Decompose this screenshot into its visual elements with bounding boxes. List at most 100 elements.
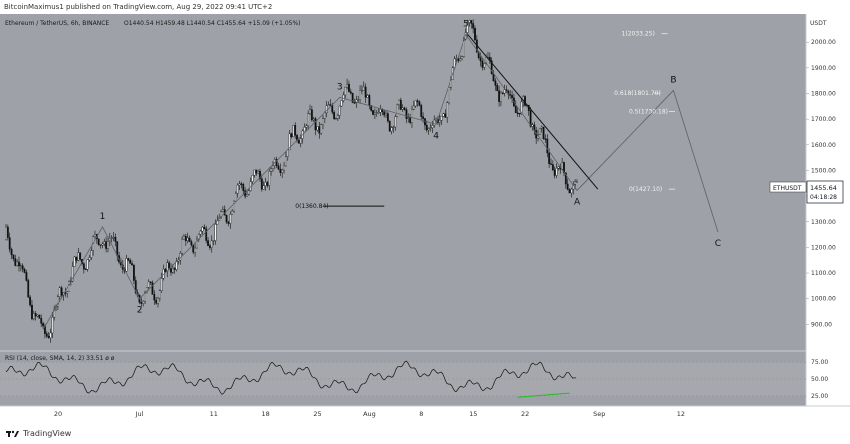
candle-body bbox=[99, 244, 102, 246]
candle-body bbox=[461, 56, 463, 60]
candle-body bbox=[368, 95, 371, 106]
candle-body bbox=[259, 171, 261, 179]
candle-body bbox=[192, 244, 195, 253]
tradingview-logo-icon bbox=[6, 430, 19, 437]
published-header: BitcoinMaximus1 published on TradingView… bbox=[4, 3, 273, 11]
candle-body bbox=[403, 107, 406, 110]
candle-body bbox=[255, 169, 258, 174]
price-tick-label: 1700.00 bbox=[811, 116, 836, 123]
wave-label: 5 bbox=[463, 20, 469, 30]
candle-body bbox=[38, 314, 41, 319]
wave-label: 2 bbox=[137, 306, 143, 316]
candle-body bbox=[351, 92, 354, 103]
candle-body bbox=[529, 110, 532, 127]
candle-body bbox=[346, 83, 348, 88]
candle-body bbox=[23, 268, 26, 273]
candle-body bbox=[290, 133, 293, 138]
candle-body bbox=[194, 247, 196, 253]
candle-body bbox=[51, 317, 54, 334]
date-tick-label: 18 bbox=[261, 410, 269, 418]
candle-body bbox=[212, 240, 215, 242]
candle-body bbox=[520, 101, 523, 115]
candle-body bbox=[29, 296, 31, 306]
candle-body bbox=[407, 117, 410, 119]
candle-body bbox=[494, 80, 497, 86]
date-tick-label: 11 bbox=[210, 410, 218, 418]
candle-body bbox=[188, 237, 191, 242]
candle-body bbox=[399, 99, 402, 110]
candle-body bbox=[153, 294, 156, 301]
candle-body bbox=[373, 112, 376, 115]
candle-body bbox=[285, 156, 287, 167]
candle-body bbox=[158, 290, 161, 299]
candle-body bbox=[221, 209, 224, 212]
price-tick-label: 900.00 bbox=[811, 321, 832, 328]
candle-body bbox=[342, 94, 345, 101]
candle-body bbox=[151, 282, 154, 295]
candle-body bbox=[260, 178, 263, 190]
rsi-band bbox=[0, 362, 806, 396]
candle-body bbox=[82, 263, 85, 270]
candle-body bbox=[279, 168, 282, 173]
candle-body bbox=[303, 127, 306, 132]
candle-body bbox=[361, 90, 363, 92]
candle-body bbox=[500, 92, 502, 102]
candle-body bbox=[448, 87, 450, 103]
candle-body bbox=[307, 113, 310, 126]
candle-body bbox=[416, 100, 419, 103]
candle-body bbox=[36, 314, 39, 317]
symbol-legend: Ethereum / TetherUS, 6h, BINANCE bbox=[5, 20, 109, 27]
price-tick-label: 1800.00 bbox=[811, 91, 836, 98]
candle-body bbox=[247, 190, 250, 195]
candle-body bbox=[231, 210, 234, 215]
candle-body bbox=[405, 109, 408, 119]
candle-body bbox=[422, 116, 424, 119]
candle-body bbox=[385, 113, 387, 116]
candle-body bbox=[435, 118, 437, 121]
candle-body bbox=[349, 91, 352, 94]
candle-body bbox=[425, 124, 428, 131]
candle-body bbox=[184, 235, 187, 242]
date-tick-label: Sep bbox=[593, 410, 605, 418]
candle-body bbox=[424, 118, 426, 126]
candle-body bbox=[242, 184, 245, 191]
candle-body bbox=[199, 230, 202, 235]
candle-body bbox=[207, 240, 209, 246]
candle-body bbox=[314, 118, 317, 131]
candle-body bbox=[398, 99, 400, 106]
candle-body bbox=[125, 258, 128, 272]
candle-body bbox=[551, 164, 554, 171]
candle-body bbox=[553, 169, 556, 176]
candle-body bbox=[353, 102, 356, 104]
candle-body bbox=[131, 263, 133, 266]
candle-body bbox=[88, 257, 91, 260]
candle-body bbox=[344, 86, 347, 96]
candle-body bbox=[209, 245, 211, 248]
date-tick-label: 20 bbox=[54, 410, 62, 418]
candle-body bbox=[171, 267, 174, 273]
candle-body bbox=[511, 95, 513, 99]
date-tick-label: Jul bbox=[135, 410, 144, 418]
last-price-tag: 1455.64 bbox=[810, 184, 837, 192]
candle-body bbox=[329, 104, 332, 106]
candle-body bbox=[377, 112, 380, 114]
candle-body bbox=[114, 236, 117, 242]
rsi-tick-label: 25.00 bbox=[811, 393, 828, 400]
candle-body bbox=[418, 101, 421, 106]
candle-body bbox=[336, 115, 339, 119]
candle-body bbox=[31, 304, 33, 320]
candle-body bbox=[340, 100, 343, 107]
candles-layer bbox=[5, 19, 578, 343]
price-tick-label: 1500.00 bbox=[811, 167, 836, 174]
candle-body bbox=[338, 105, 341, 116]
fib-levels-layer: 1(2033.25) 0.618(1801.70) 0.5(1730.18) 0(14… bbox=[295, 31, 675, 210]
candle-body bbox=[166, 262, 169, 272]
candle-body bbox=[155, 299, 158, 304]
candle-body bbox=[173, 267, 176, 270]
candle-body bbox=[333, 112, 336, 119]
candle-body bbox=[140, 302, 143, 304]
candle-body bbox=[77, 252, 80, 261]
candle-body bbox=[75, 256, 78, 261]
candle-body bbox=[14, 258, 17, 266]
